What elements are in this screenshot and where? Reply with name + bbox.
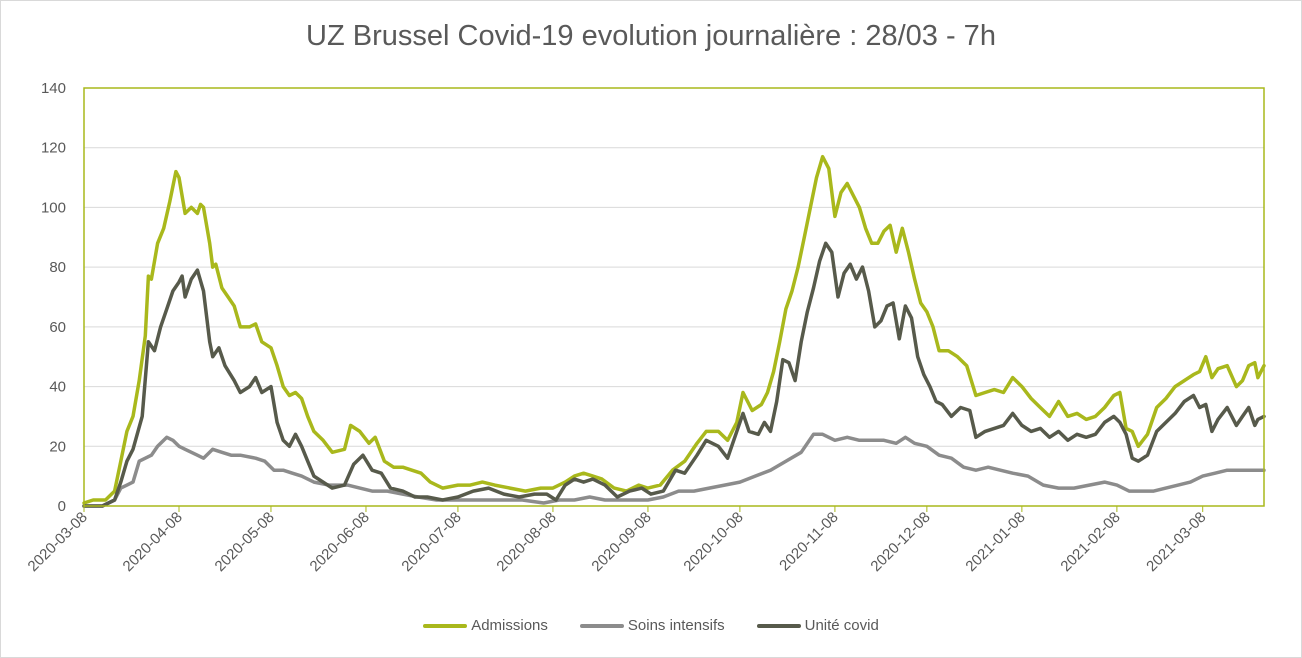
y-tick-label: 80 xyxy=(49,259,66,276)
y-tick-label: 20 xyxy=(49,438,66,455)
x-tick-label: 2020-11-08 xyxy=(776,509,841,574)
x-tick-label: 2021-03-08 xyxy=(1143,509,1209,575)
x-tick-label: 2020-03-08 xyxy=(25,509,91,575)
series-line-0 xyxy=(82,154,1266,505)
y-tick-label: 0 xyxy=(58,498,66,515)
x-axis: 2020-03-08 2020-04-08 2020-05-08 2020-06-08… xyxy=(25,506,1210,575)
y-tick-label: 120 xyxy=(41,140,66,157)
x-tick-label: 2020-10-08 xyxy=(680,509,746,575)
x-tick-label: 2021-01-08 xyxy=(962,509,1028,575)
x-tick-label: 2020-05-08 xyxy=(212,509,278,575)
x-tick-label: 2020-07-08 xyxy=(398,509,464,575)
gridlines xyxy=(84,87,1264,507)
legend-swatch xyxy=(756,623,801,628)
legend-label: Soins intensifs xyxy=(627,617,725,634)
x-tick-label: 2021-02-08 xyxy=(1057,509,1123,575)
x-tick-label: 2020-06-08 xyxy=(307,509,373,575)
y-tick-label: 100 xyxy=(41,199,66,216)
legend-swatch xyxy=(579,623,624,628)
y-axis: 0 20 40 60 80 100 120 140 xyxy=(41,80,66,515)
series-lines xyxy=(82,154,1266,508)
x-tick-label: 2020-08-08 xyxy=(493,509,559,575)
series-line-2 xyxy=(82,241,1266,508)
legend-label: Unité covid xyxy=(804,617,879,634)
plot-border xyxy=(83,87,1265,507)
series-line-1 xyxy=(82,432,1266,508)
legend-item-0: Admissions xyxy=(423,617,548,634)
legend-swatch xyxy=(423,623,468,628)
legend-item-1: Soins intensifs xyxy=(579,617,725,634)
y-tick-label: 140 xyxy=(41,80,66,97)
y-tick-label: 40 xyxy=(49,379,66,396)
y-tick-label: 60 xyxy=(49,319,66,336)
x-tick-label: 2020-04-08 xyxy=(120,509,186,575)
x-tick-label: 2020-12-08 xyxy=(867,509,933,575)
chart-title: UZ Brussel Covid-19 evolution journalièr… xyxy=(306,20,996,52)
x-tick-label: 2020-09-08 xyxy=(588,509,654,575)
legend-item-2: Unité covid xyxy=(756,617,879,634)
legend: Admissions Soins intensifs Unité covid xyxy=(0,617,1302,634)
legend-label: Admissions xyxy=(471,617,548,634)
